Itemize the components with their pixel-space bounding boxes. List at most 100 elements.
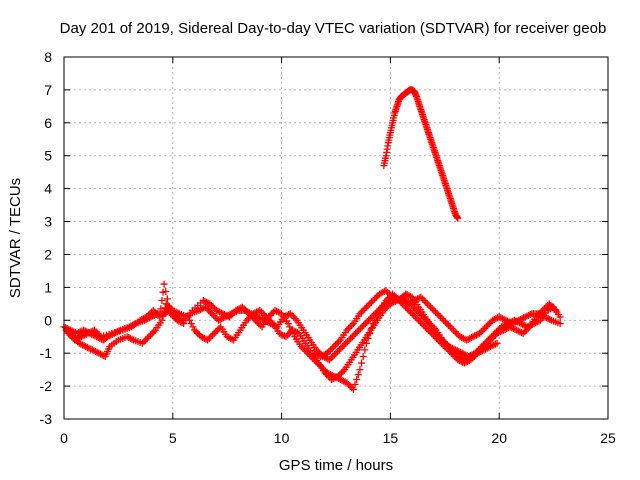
- data-point: [74, 334, 82, 342]
- data-point: [285, 311, 293, 319]
- data-point: [376, 290, 384, 298]
- data-point: [549, 303, 557, 311]
- data-point: [343, 379, 351, 387]
- data-point: [464, 335, 472, 343]
- data-point: [142, 336, 150, 344]
- data-point: [329, 352, 337, 360]
- data-point: [123, 333, 131, 341]
- data-point: [302, 348, 310, 356]
- data-point: [317, 362, 325, 370]
- data-point: [93, 348, 101, 356]
- data-point: [413, 315, 421, 323]
- y-tick-label: 5: [44, 148, 52, 164]
- data-point: [535, 317, 543, 325]
- data-point: [495, 329, 503, 337]
- data-point: [136, 316, 144, 324]
- data-point: [317, 352, 325, 360]
- data-point: [405, 292, 413, 300]
- data-point: [532, 313, 540, 321]
- data-point: [519, 329, 527, 337]
- series-2: [64, 280, 560, 393]
- data-point: [475, 348, 483, 356]
- data-point: [498, 315, 506, 323]
- data-point: [273, 307, 281, 315]
- data-point: [390, 294, 398, 302]
- data-point: [520, 321, 528, 329]
- data-point: [380, 287, 388, 295]
- data-point: [340, 341, 348, 349]
- data-point: [369, 320, 377, 328]
- data-point: [178, 319, 186, 327]
- data-point: [242, 306, 250, 314]
- data-point: [228, 335, 236, 343]
- y-axis-label: SDTVAR / TECUs: [7, 178, 24, 298]
- data-point: [163, 295, 171, 303]
- data-point: [493, 329, 501, 337]
- data-point: [284, 331, 292, 339]
- data-point: [76, 334, 84, 342]
- data-point: [386, 300, 394, 308]
- data-point: [64, 329, 72, 337]
- data-point: [291, 315, 299, 323]
- data-point: [367, 325, 375, 332]
- data-point: [404, 298, 412, 306]
- data-point: [422, 298, 430, 306]
- data-point: [335, 375, 343, 383]
- data-point: [350, 331, 358, 339]
- data-point: [146, 310, 154, 318]
- data-point: [343, 338, 351, 346]
- data-point: [234, 306, 242, 314]
- data-point: [438, 315, 446, 323]
- data-point: [454, 352, 462, 360]
- data-point: [243, 308, 251, 316]
- data-point: [545, 300, 553, 308]
- data-point: [327, 346, 335, 354]
- data-point: [256, 321, 264, 329]
- data-point: [464, 354, 472, 362]
- data-point: [418, 295, 426, 303]
- data-point: [95, 349, 103, 357]
- data-point: [330, 372, 338, 380]
- data-point: [162, 287, 170, 295]
- data-point: [176, 318, 184, 326]
- data-point: [371, 295, 379, 303]
- data-point: [353, 376, 361, 384]
- data-point: [125, 334, 133, 342]
- data-point: [212, 328, 220, 336]
- data-point: [400, 301, 408, 309]
- data-point: [223, 333, 231, 341]
- data-point: [194, 329, 202, 337]
- data-point: [149, 306, 157, 314]
- data-point: [158, 297, 166, 305]
- data-point: [318, 352, 326, 360]
- data-point: [366, 300, 374, 308]
- data-point: [430, 306, 438, 314]
- data-point: [556, 313, 564, 321]
- data-point: [209, 331, 217, 339]
- data-point: [310, 356, 318, 364]
- data-point: [363, 318, 371, 326]
- data-point: [356, 366, 364, 374]
- data-point: [82, 330, 90, 338]
- data-point: [314, 359, 322, 367]
- data-point: [523, 312, 531, 320]
- data-point: [511, 325, 519, 333]
- data-point: [441, 318, 449, 326]
- data-point: [138, 315, 146, 323]
- data-point: [243, 316, 251, 324]
- x-tick-label: 25: [600, 430, 616, 446]
- data-point: [402, 303, 410, 311]
- data-point: [462, 355, 470, 363]
- data-point: [418, 320, 426, 328]
- data-point: [472, 350, 480, 358]
- data-point: [297, 343, 305, 351]
- data-point: [389, 293, 397, 301]
- data-point: [325, 370, 333, 378]
- data-point: [232, 306, 240, 314]
- data-point: [229, 310, 237, 318]
- data-point: [446, 344, 454, 352]
- data-point: [374, 310, 382, 318]
- data-point: [345, 380, 353, 388]
- data-point: [366, 315, 374, 323]
